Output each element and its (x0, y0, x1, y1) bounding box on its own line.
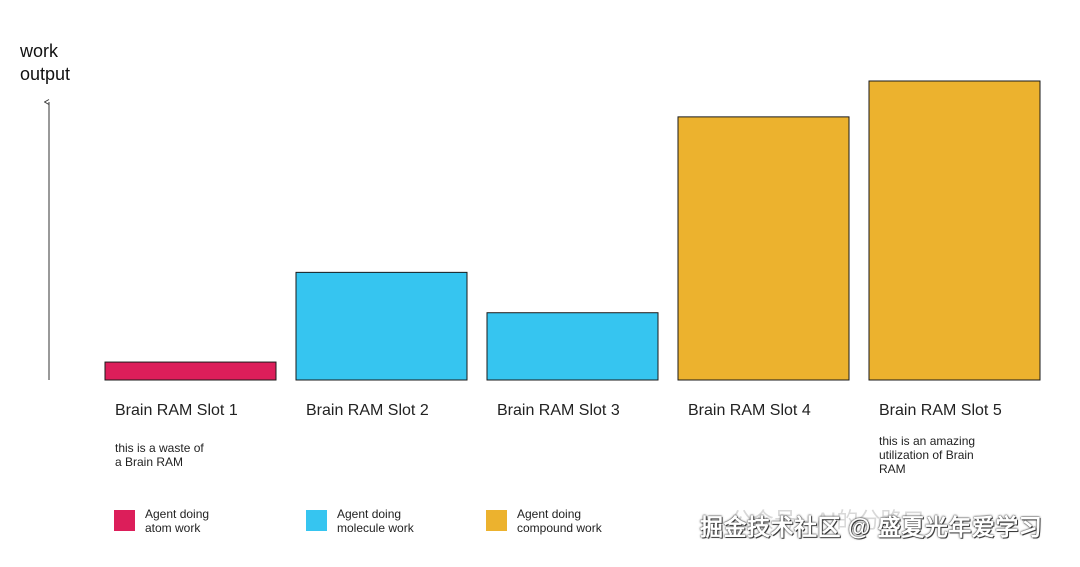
legend-swatch-molecule (306, 510, 327, 531)
watermark-text: 掘金技术社区 @ 盛夏光年爱学习 (700, 514, 1043, 540)
tick-label-slot-5: Brain RAM Slot 5 (879, 402, 1002, 419)
bar-slot-5 (868, 80, 1041, 381)
legend-label-atom: Agent doing atom work (145, 507, 210, 535)
y-axis-label: work output (20, 41, 71, 84)
tick-label-slot-4: Brain RAM Slot 4 (688, 402, 811, 419)
tick-label-slot-3: Brain RAM Slot 3 (497, 402, 620, 419)
legend-label-compound: Agent doing compound work (517, 507, 602, 535)
legend-item-atom: Agent doing atom work (114, 507, 209, 535)
annotation-slot-1: this is a waste of a Brain RAM (115, 441, 204, 469)
bar-slot-1 (104, 361, 277, 381)
legend-item-molecule: Agent doing molecule work (306, 507, 414, 535)
tick-label-slot-1: Brain RAM Slot 1 (115, 402, 238, 419)
legend-swatch-atom (114, 510, 135, 531)
annotation-slot-5: this is an amazing utilization of Brain … (879, 434, 976, 476)
bar-slot-3 (486, 312, 659, 381)
bar-slot-2 (295, 271, 468, 381)
bar-slot-4 (677, 116, 850, 381)
legend-label-molecule: Agent doing molecule work (337, 507, 414, 535)
tick-label-slot-2: Brain RAM Slot 2 (306, 402, 429, 419)
legend-swatch-compound (486, 510, 507, 531)
legend-item-compound: Agent doing compound work (486, 507, 602, 535)
